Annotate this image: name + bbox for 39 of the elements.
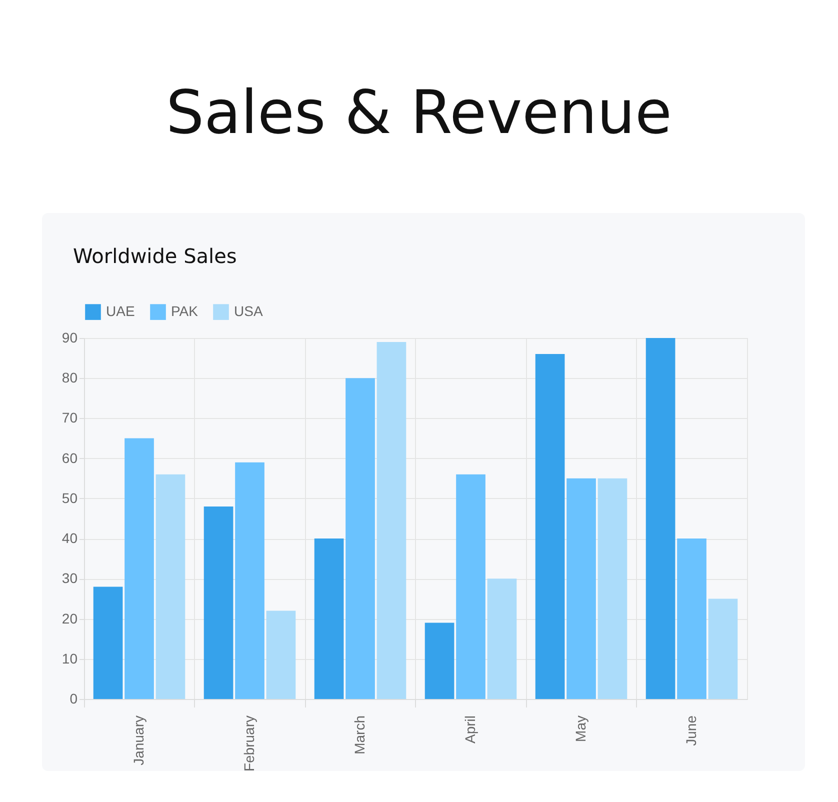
y-tick-label: 80 — [62, 370, 78, 386]
bar — [235, 462, 264, 699]
y-tick-label: 0 — [70, 690, 78, 706]
bar — [93, 586, 123, 699]
bar — [314, 538, 344, 699]
x-tick-label: March — [351, 716, 368, 754]
y-tick-label: 30 — [62, 570, 78, 586]
x-tick-label: June — [682, 715, 699, 746]
bar — [646, 338, 676, 699]
y-tick-label: 10 — [62, 650, 78, 666]
y-tick-label: 20 — [62, 610, 78, 626]
bar — [598, 478, 628, 699]
bar — [156, 474, 186, 699]
bar — [204, 506, 234, 699]
bar — [487, 578, 517, 699]
bar — [535, 354, 565, 699]
bar — [566, 478, 596, 699]
x-tick-label: April — [462, 716, 478, 744]
legend-label: USA — [234, 303, 264, 320]
bar — [677, 538, 706, 699]
bar — [376, 342, 406, 699]
bar — [124, 438, 154, 699]
x-tick-label: January — [130, 716, 146, 766]
bar — [266, 610, 296, 699]
bar — [424, 622, 454, 699]
y-tick-label: 90 — [62, 330, 78, 346]
chart-subtitle: Worldwide Sales — [73, 244, 237, 268]
x-tick-label: February — [240, 716, 257, 772]
legend-label: PAK — [171, 303, 199, 320]
y-tick-label: 70 — [62, 410, 78, 426]
legend-label: UAE — [106, 303, 135, 320]
bar — [456, 474, 486, 699]
x-tick-label: May — [572, 716, 588, 742]
bar — [708, 598, 738, 699]
y-tick-label: 60 — [62, 450, 78, 466]
chart-title: Sales & Revenue — [165, 77, 673, 150]
bar — [346, 378, 375, 699]
y-tick-label: 40 — [62, 530, 78, 546]
y-tick-label: 50 — [62, 490, 78, 506]
